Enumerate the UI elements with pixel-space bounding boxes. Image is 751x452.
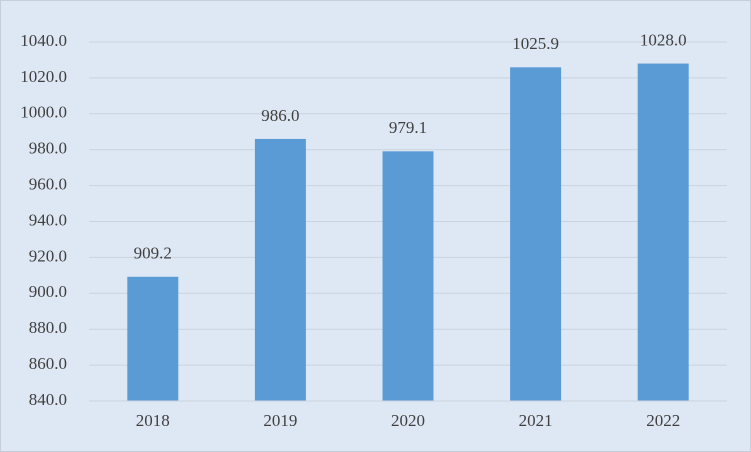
bar <box>127 276 179 401</box>
value-label: 979.1 <box>389 118 427 137</box>
y-tick-label: 980.0 <box>29 139 67 158</box>
y-tick-label: 1020.0 <box>20 67 67 86</box>
x-tick-label: 2018 <box>136 411 170 430</box>
y-tick-label: 940.0 <box>29 210 67 229</box>
y-tick-label: 880.0 <box>29 318 67 337</box>
y-tick-label: 1000.0 <box>20 103 67 122</box>
x-tick-label: 2021 <box>519 411 553 430</box>
value-label: 1025.9 <box>512 34 559 53</box>
bar <box>382 151 434 401</box>
x-tick-label: 2022 <box>646 411 680 430</box>
x-tick-label: 2019 <box>263 411 297 430</box>
value-label: 1028.0 <box>640 30 687 49</box>
value-label: 986.0 <box>261 106 299 125</box>
x-tick-label: 2020 <box>391 411 425 430</box>
y-tick-label: 900.0 <box>29 282 67 301</box>
bar <box>510 67 562 401</box>
y-tick-label: 860.0 <box>29 354 67 373</box>
bar <box>637 63 689 401</box>
y-tick-label: 1040.0 <box>20 31 67 50</box>
y-tick-label: 960.0 <box>29 175 67 194</box>
bar <box>254 138 306 401</box>
y-tick-label: 920.0 <box>29 246 67 265</box>
y-tick-label: 840.0 <box>29 390 67 409</box>
value-label: 909.2 <box>134 244 172 263</box>
